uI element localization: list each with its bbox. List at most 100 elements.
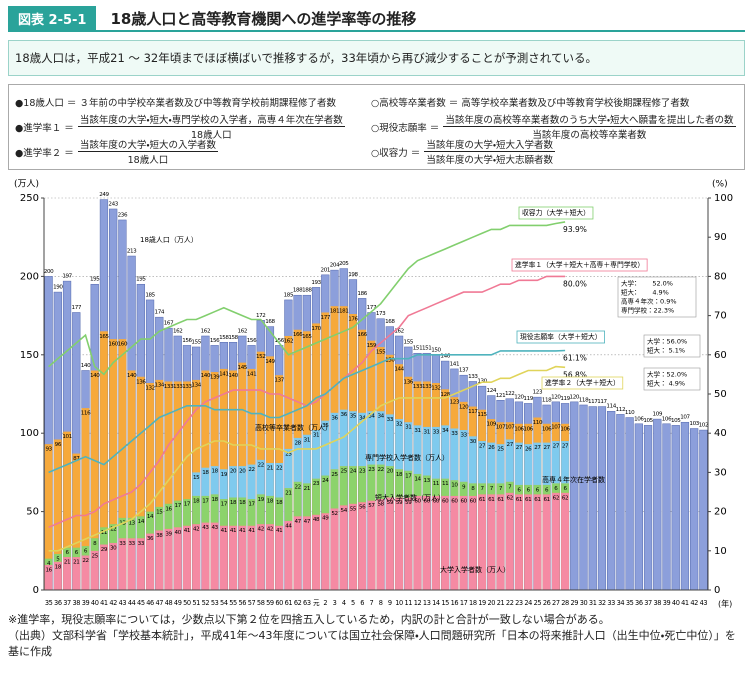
bar-value-label: 13 — [128, 520, 135, 526]
x-tick-label: 35 — [45, 599, 53, 607]
bar-value-label: 106 — [662, 416, 672, 422]
bar-segment — [256, 459, 265, 495]
bar-segment — [192, 495, 201, 525]
bar-segment — [413, 425, 422, 474]
x-tick-label: 49 — [174, 599, 182, 607]
bar-segment — [192, 524, 201, 590]
x-tick-label: 37 — [644, 599, 652, 607]
bar-segment — [432, 478, 440, 496]
bar-segment — [100, 544, 108, 590]
bar-value-label: 162 — [394, 328, 403, 334]
x-tick-label: 8 — [379, 599, 383, 607]
bar-value-label: 30 — [110, 545, 117, 551]
series-label-box — [541, 376, 624, 390]
bar-segment — [284, 488, 293, 522]
annotation: 高専４年次在学者数 — [542, 475, 605, 484]
bar-segment — [293, 437, 302, 482]
bar-value-label: 6 — [75, 550, 79, 556]
bar-segment — [275, 525, 284, 590]
bar-value-label: 201 — [321, 267, 331, 273]
x-tick-label: 21 — [497, 599, 505, 607]
bar-segment — [505, 439, 514, 482]
bar-value-label: 18 — [276, 500, 283, 506]
x-axis-label: (年) — [718, 599, 732, 609]
bar-value-label: 47 — [304, 519, 311, 525]
bar-segment — [109, 542, 118, 590]
bar-value-label: 27 — [553, 444, 560, 450]
def-label: ○現役志願率 ＝ — [371, 122, 440, 134]
bar-segment — [136, 538, 145, 590]
figure-badge: 図表 2-5-1 — [8, 5, 97, 31]
bar-segment — [395, 497, 403, 590]
breakdown-box — [643, 367, 701, 391]
bar-value-label: 96 — [55, 442, 62, 448]
bar-segment — [441, 478, 450, 496]
bar-value-label: 105 — [671, 418, 681, 424]
x-tick-label: 40 — [91, 599, 99, 607]
series-label: 現役志願率（大学＋短大） — [520, 332, 602, 341]
bar-value-label: 156 — [182, 338, 192, 344]
bar-value-label: 33 — [119, 541, 126, 547]
bar-value-label: 17 — [202, 498, 209, 504]
series-label: 18歳人口（万人） — [140, 235, 198, 244]
bar-value-label: 33 — [387, 417, 394, 423]
bar-segment — [680, 421, 690, 591]
footnote: ※進学率，現役志願率については，少数点以下第２位を四捨五入しているため，内訳の計… — [8, 613, 610, 626]
x-tick-label: 9 — [388, 599, 392, 607]
bar-segment — [266, 524, 274, 590]
x-tick-label: 47 — [155, 599, 163, 607]
bar-value-label: 36 — [341, 412, 348, 418]
bar-segment — [146, 383, 154, 590]
bar-segment — [146, 511, 154, 534]
bar-segment — [81, 555, 90, 590]
bar-value-label: 107 — [680, 415, 690, 421]
y-tick-label: 100 — [20, 428, 39, 439]
bar-segment — [551, 483, 560, 493]
bar-value-label: 137 — [274, 378, 284, 384]
bar-value-label: 60 — [442, 498, 449, 504]
bar-segment — [173, 500, 182, 528]
bar-value-label: 141 — [247, 371, 257, 377]
bar-value-label: 152 — [256, 354, 265, 360]
bar-segment — [459, 430, 468, 482]
bar-value-label: 22 — [276, 465, 282, 471]
bar-segment — [90, 550, 99, 590]
bar-value-label: 139 — [210, 375, 220, 381]
bar-segment — [432, 426, 440, 479]
bar-value-label: 197 — [62, 274, 72, 280]
bar-segment — [210, 466, 219, 495]
bar-value-label: 36 — [147, 536, 154, 542]
bar-value-label: 107 — [551, 425, 561, 431]
bar-segment — [164, 503, 173, 529]
bar-value-label: 22 — [248, 467, 254, 473]
bar-value-label: 6 — [563, 486, 567, 492]
bar-value-label: 168 — [385, 319, 395, 325]
bar-value-label: 156 — [274, 338, 284, 344]
bar-segment — [164, 528, 173, 590]
x-tick-label: 37 — [63, 599, 71, 607]
bar-value-label: 186 — [357, 291, 367, 297]
bar-segment — [53, 553, 62, 562]
y2-tick-label: 20 — [714, 507, 727, 518]
bar-value-label: 27 — [562, 444, 569, 450]
bar-segment — [44, 444, 53, 590]
series-label-box — [511, 258, 648, 272]
bar-segment — [183, 499, 191, 526]
bar-segment — [100, 331, 108, 590]
bar-value-label: 34 — [377, 414, 384, 420]
bar-segment — [238, 497, 247, 526]
bar-value-label: 61 — [497, 497, 504, 503]
x-tick-label: 16 — [451, 599, 459, 607]
bar-value-label: 25 — [285, 451, 292, 457]
x-tick-label: 50 — [183, 599, 191, 607]
bar-value-label: 132 — [431, 386, 440, 392]
bar-segment — [459, 481, 468, 496]
x-tick-label: 24 — [524, 599, 532, 607]
bar-segment — [367, 464, 376, 501]
bar-value-label: 29 — [101, 547, 108, 553]
x-tick-label: 2 — [323, 599, 327, 607]
bar-value-label: 9 — [462, 484, 466, 490]
bar-segment — [533, 494, 542, 590]
bar-value-label: 54 — [341, 508, 348, 514]
bar-value-label: 19 — [258, 497, 265, 503]
